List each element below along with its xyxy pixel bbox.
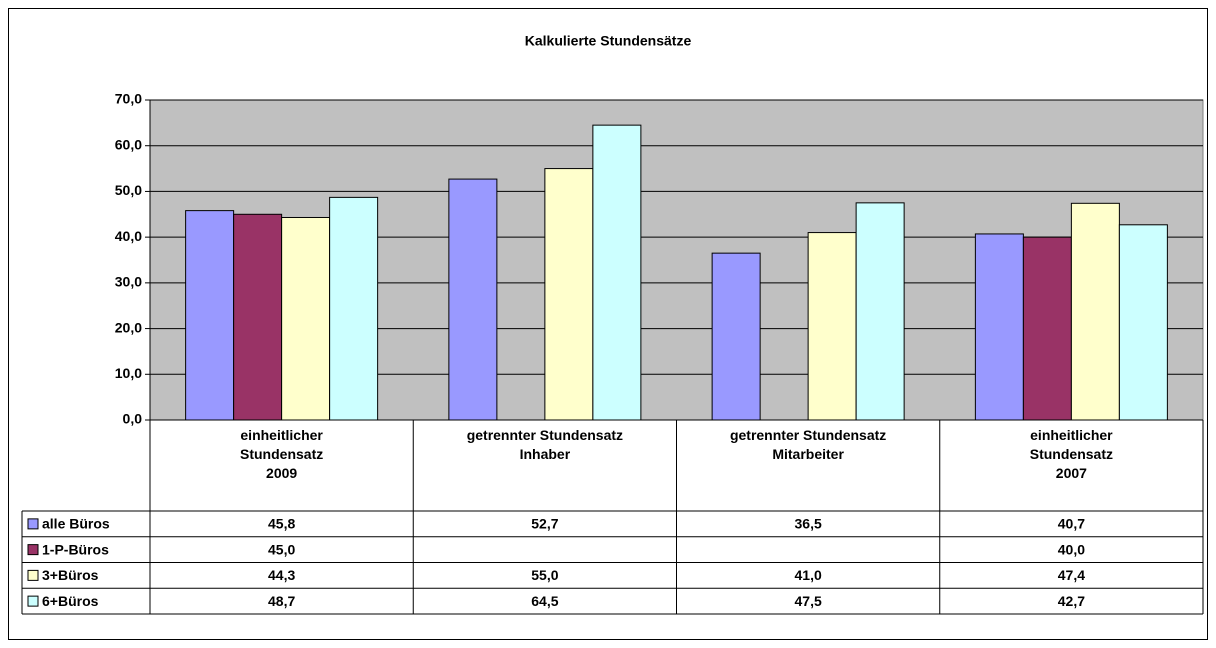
bar xyxy=(448,178,498,421)
bar xyxy=(281,216,331,421)
table-value: 64,5 xyxy=(531,593,558,609)
y-tick-label: 60,0 xyxy=(115,136,142,152)
table-value: 45,8 xyxy=(268,516,295,532)
table-value: 45,0 xyxy=(268,541,295,557)
category-label: getrennter Stundensatz Mitarbeiter xyxy=(729,427,887,462)
bar xyxy=(1022,236,1072,421)
table-value: 40,0 xyxy=(1058,541,1085,557)
legend-swatch xyxy=(27,544,39,556)
y-tick-label: 70,0 xyxy=(115,91,142,107)
table-value: 52,7 xyxy=(531,516,558,532)
category-label: einheitlicher Stundensatz 2009 xyxy=(240,427,324,481)
table-value: 48,7 xyxy=(268,593,295,609)
table-value: 47,4 xyxy=(1058,567,1085,583)
bar xyxy=(233,213,283,421)
bar xyxy=(1118,224,1168,421)
bar xyxy=(592,124,642,421)
legend-label: 3+Büros xyxy=(42,567,99,583)
table-value: 44,3 xyxy=(268,567,295,583)
table-value: 41,0 xyxy=(795,567,822,583)
y-tick-label: 0,0 xyxy=(123,411,143,427)
legend-label: 6+Büros xyxy=(42,593,99,609)
chart-title: Kalkulierte Stundensätze xyxy=(525,33,692,49)
bar xyxy=(544,168,594,421)
table-value: 42,7 xyxy=(1058,593,1085,609)
table-value: 47,5 xyxy=(795,593,822,609)
legend-swatch xyxy=(27,518,39,530)
category-label: getrennter Stundensatz Inhaber xyxy=(466,427,624,462)
table-value: 36,5 xyxy=(795,516,822,532)
legend-swatch xyxy=(27,595,39,607)
y-tick-label: 50,0 xyxy=(115,182,142,198)
bar xyxy=(711,252,761,421)
bar xyxy=(974,233,1024,421)
table-value: 55,0 xyxy=(531,567,558,583)
legend-label: alle Büros xyxy=(42,516,110,532)
y-tick-label: 10,0 xyxy=(115,365,142,381)
table-value: 40,7 xyxy=(1058,516,1085,532)
y-tick-label: 30,0 xyxy=(115,274,142,290)
bar xyxy=(185,210,235,421)
bar xyxy=(855,202,905,421)
y-tick-label: 40,0 xyxy=(115,228,142,244)
bar xyxy=(1070,202,1120,421)
category-label: einheitlicher Stundensatz 2007 xyxy=(1029,427,1113,481)
bar xyxy=(807,232,857,421)
bar xyxy=(329,196,379,421)
legend-swatch xyxy=(27,569,39,581)
y-tick-label: 20,0 xyxy=(115,319,142,335)
legend-label: 1-P-Büros xyxy=(42,541,109,557)
